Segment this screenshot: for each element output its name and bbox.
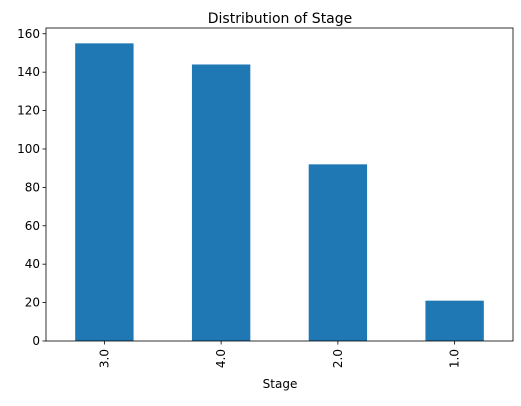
x-tick-label: 1.0 [448, 349, 462, 368]
y-tick-label: 160 [17, 27, 40, 41]
x-axis-label: Stage [263, 377, 298, 391]
x-axis: 3.0 4.0 2.0 1.0 [97, 341, 462, 368]
y-tick-label: 40 [25, 257, 40, 271]
y-tick-label: 80 [25, 180, 40, 194]
bar-1.0 [425, 300, 484, 341]
y-tick-label: 20 [25, 296, 40, 310]
plot-frame [45, 27, 514, 342]
y-tick-label: 140 [17, 65, 40, 79]
y-tick-label: 0 [32, 334, 40, 348]
bars-group [75, 43, 484, 342]
bar-3.0 [75, 43, 134, 342]
x-tick-label: 2.0 [331, 349, 345, 368]
x-tick-label: 4.0 [214, 349, 228, 368]
chart-title: Distribution of Stage [208, 11, 353, 27]
bar-4.0 [191, 64, 251, 341]
y-tick-label: 100 [17, 142, 40, 156]
bar-2.0 [308, 164, 368, 341]
y-tick-label: 60 [25, 219, 40, 233]
x-tick-label: 3.0 [97, 349, 111, 368]
y-tick-label: 120 [17, 104, 40, 118]
y-axis: 0 20 40 60 80 100 120 140 160 [17, 27, 46, 348]
